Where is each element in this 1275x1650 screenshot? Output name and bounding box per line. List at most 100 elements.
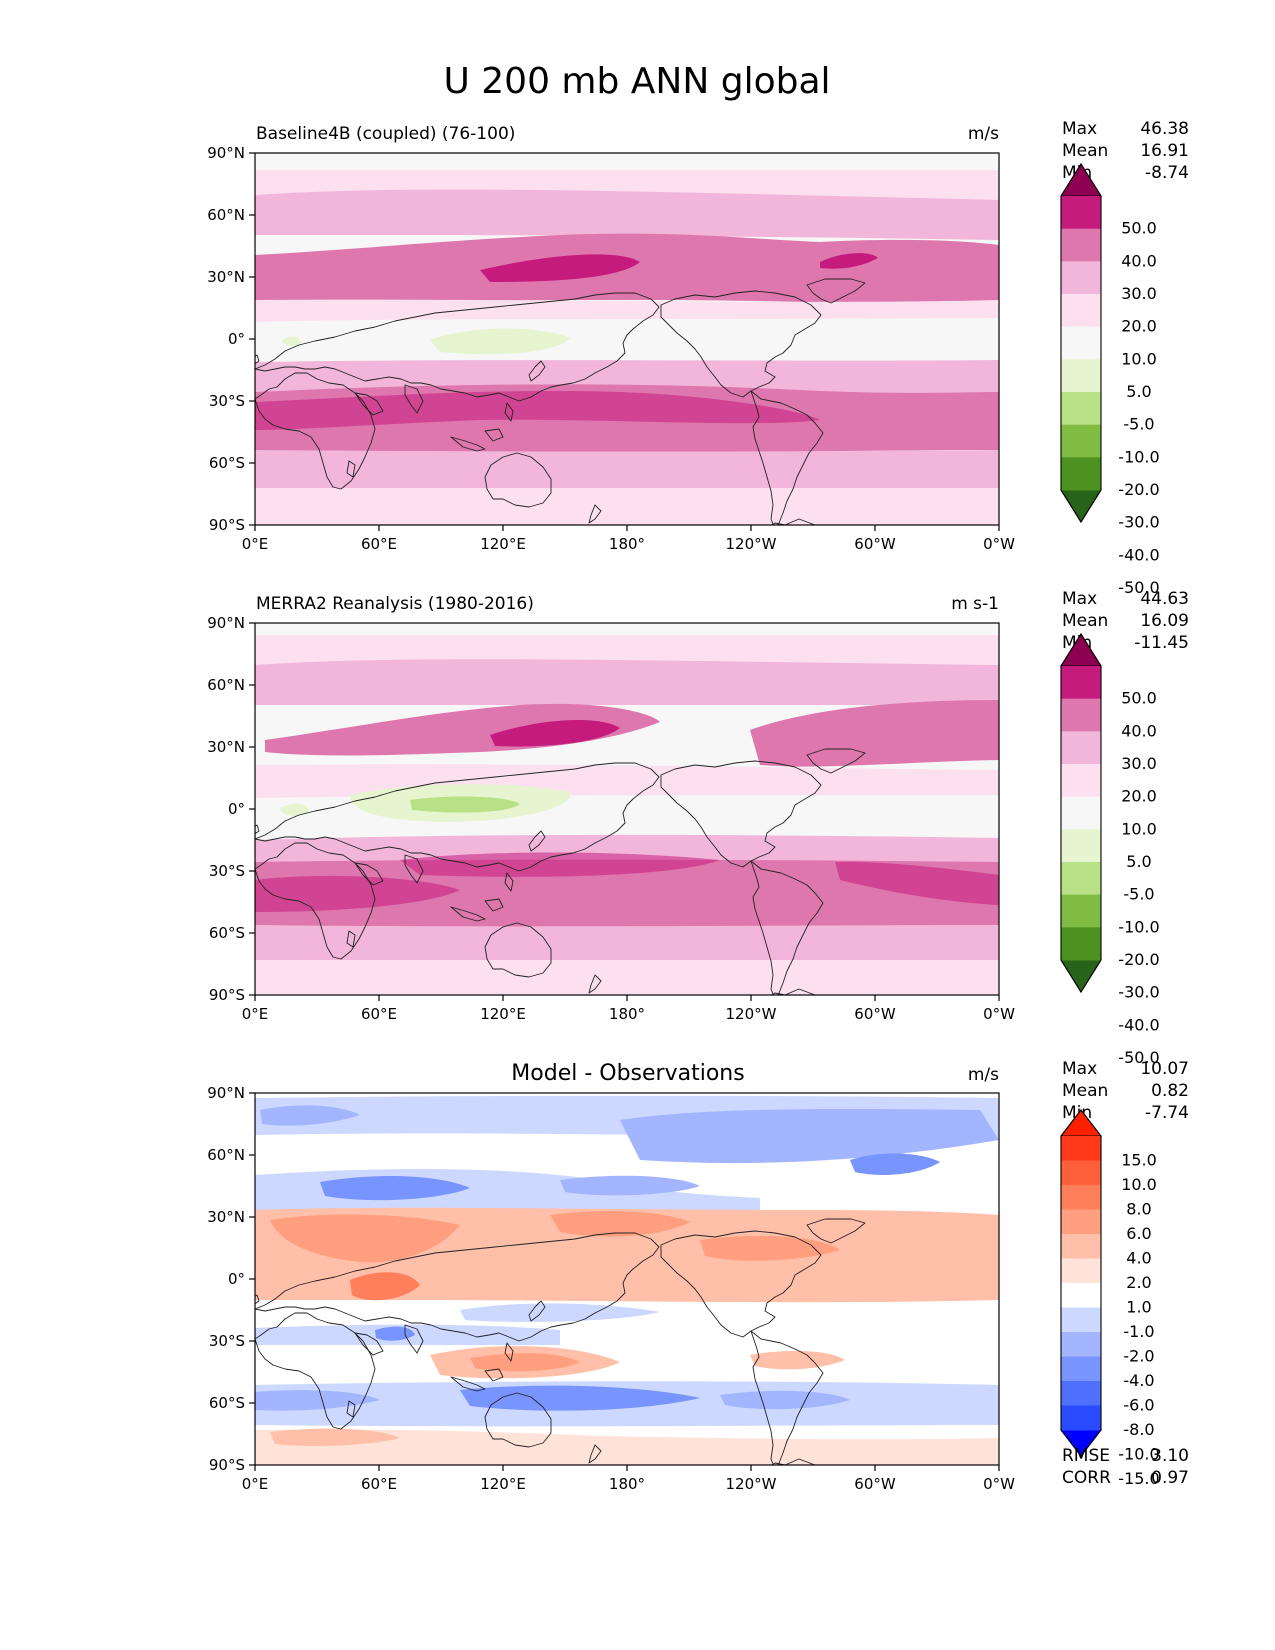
band-test-sh-polar xyxy=(255,488,999,525)
colorbar-swatch xyxy=(1061,894,1101,928)
colorbar-swatch xyxy=(1061,1332,1101,1357)
colorbar-swatch xyxy=(1061,424,1101,458)
colorbar-tick-label: 10.0 xyxy=(1121,349,1157,368)
stat-value-min: -8.74 xyxy=(1145,163,1189,183)
colorbar-ref: 50.0 40.0 30.0 20.0 10.0 5.0 -5.0 -10.0 -20.0 -30… xyxy=(1060,632,1160,1067)
stat-label-max: Max xyxy=(1062,1059,1097,1079)
panel-test: Baseline4B (coupled) (76-100) m/s Max xyxy=(254,119,1189,597)
colorbar-tick-label: -8.0 xyxy=(1123,1420,1154,1439)
colorbar-tick-label: -10.0 xyxy=(1118,917,1159,936)
panel-diff: Model - Observations m/s xyxy=(254,1059,1189,1488)
colorbar-diff: 15.0 10.0 8.0 6.0 4.0 2.0 1.0 -1.0 -2.0 -4.0 -6.0 -… xyxy=(1059,1109,1160,1488)
colorbar-tick-label: -30.0 xyxy=(1118,513,1159,532)
colorbar-tick-label: 5.0 xyxy=(1126,852,1151,871)
stat-label-max: Max xyxy=(1062,119,1097,139)
core-diff-nh-polar xyxy=(260,1105,360,1126)
band-ref-sh-polar xyxy=(255,960,999,995)
core-test-us-jet xyxy=(820,253,878,269)
colorbar-tick-label: 40.0 xyxy=(1121,251,1157,270)
map-test xyxy=(255,153,999,525)
colorbar-swatch xyxy=(1061,294,1101,328)
colorbar-tick-label: 50.0 xyxy=(1121,219,1157,238)
colorbar-tick-label: 30.0 xyxy=(1121,284,1157,303)
core-diff-sh-jet-blue xyxy=(255,1390,380,1411)
stat-value-max: 44.63 xyxy=(1140,589,1189,609)
colorbar-tick-label: -20.0 xyxy=(1118,950,1159,969)
lat-tick-label: 90°S xyxy=(209,986,245,1004)
stat-label-mean: Mean xyxy=(1062,611,1108,631)
colorbar-swatch xyxy=(1061,1405,1101,1431)
lat-tick-label: 30°S xyxy=(209,862,245,880)
colorbar-tick-label: 30.0 xyxy=(1121,754,1157,773)
colorbar-swatch xyxy=(1061,927,1101,961)
core-test-asian-jet xyxy=(480,254,640,282)
patch-diff-tropics-blue xyxy=(460,1303,660,1322)
core-diff-sh-polar-warm xyxy=(270,1428,400,1446)
band-test-sh-outer xyxy=(255,450,999,491)
colorbar-swatch xyxy=(1061,796,1101,830)
map-diff xyxy=(255,1093,999,1465)
lon-tick-label: 60°W xyxy=(854,1005,896,1023)
colorbar-tick-label: -1.0 xyxy=(1123,1322,1154,1341)
panel-diff-units: m/s xyxy=(968,1065,999,1085)
panel-diff-title: Model - Observations xyxy=(511,1061,744,1086)
colorbar-tick-label: 20.0 xyxy=(1121,787,1157,806)
patch-ref-easterlies-w xyxy=(280,803,309,816)
colorbar-tick-label: 50.0 xyxy=(1121,689,1157,708)
colorbar-swatch xyxy=(1061,1307,1101,1333)
core-diff-sh-jet-blue3 xyxy=(720,1390,850,1410)
stat-label-max: Max xyxy=(1062,589,1097,609)
colorbar-swatch xyxy=(1061,698,1101,732)
core-diff-sh-jet-blue2 xyxy=(460,1385,700,1411)
lon-tick-label: 180° xyxy=(609,1475,645,1493)
band-ref-nh-mid xyxy=(255,659,999,705)
lat-tick-label: 0° xyxy=(228,1270,245,1288)
colorbar-swatch xyxy=(1061,1185,1101,1210)
lat-tick-label: 60°N xyxy=(207,676,245,694)
lat-tick-label: 0° xyxy=(228,800,245,818)
lat-tick-label: 90°N xyxy=(207,1084,245,1102)
core-diff-sh-warm xyxy=(470,1353,580,1372)
map-ref xyxy=(255,623,999,995)
lat-tick-label: 90°S xyxy=(209,516,245,534)
stat-value-max: 10.07 xyxy=(1140,1059,1189,1079)
colorbar-tick-label: 10.0 xyxy=(1121,819,1157,838)
colorbar-tick-label: -20.0 xyxy=(1118,480,1159,499)
lon-tick-label: 0°W xyxy=(983,1005,1015,1023)
lat-tick-label: 30°N xyxy=(207,1208,245,1226)
lat-tick-label: 90°S xyxy=(209,1456,245,1474)
lon-tick-label: 120°E xyxy=(480,1005,526,1023)
band-diff-sh-polar-warm xyxy=(255,1429,999,1465)
colorbar-tick-label: -40.0 xyxy=(1118,545,1159,564)
patch-test-easterlies xyxy=(430,328,570,355)
stat-value-rmse: 3.10 xyxy=(1151,1446,1189,1466)
panel-test-title: Baseline4B (coupled) (76-100) xyxy=(256,124,515,144)
core-diff-tropics-c xyxy=(550,1210,690,1237)
lat-tick-label: 60°S xyxy=(209,924,245,942)
stat-value-max: 46.38 xyxy=(1140,119,1189,139)
lat-tick-label: 30°N xyxy=(207,738,245,756)
lat-tick-label: 60°N xyxy=(207,206,245,224)
lon-tick-label: 120°E xyxy=(480,535,526,553)
colorbar-tick-label: 1.0 xyxy=(1126,1298,1151,1317)
colorbar-swatch xyxy=(1061,1160,1101,1186)
lon-tick-label: 120°W xyxy=(726,1005,777,1023)
panel-ref-units: m s-1 xyxy=(951,594,999,614)
colorbar-swatch xyxy=(1061,359,1101,393)
band-ref-sh-outer xyxy=(255,925,999,962)
colorbar-test: 50.0 40.0 30.0 20.0 10.0 5.0 -5.0 -10.0 -20.0 -30… xyxy=(1060,162,1160,597)
colorbar-tick-label: 20.0 xyxy=(1121,317,1157,336)
panel-ref: MERRA2 Reanalysis (1980-2016) m s-1 Max … xyxy=(254,589,1189,1067)
colorbar-extension-min xyxy=(1060,959,1102,993)
colorbar-swatch xyxy=(1061,764,1101,798)
lon-tick-label: 60°W xyxy=(854,535,896,553)
colorbar-tick-label: -4.0 xyxy=(1123,1371,1154,1390)
lon-tick-label: 120°W xyxy=(726,535,777,553)
panel-ref-title: MERRA2 Reanalysis (1980-2016) xyxy=(256,594,534,614)
colorbar-outline xyxy=(1060,162,1102,524)
lon-tick-label: 0°E xyxy=(242,1005,269,1023)
colorbar-swatch xyxy=(1061,829,1101,863)
colorbar-swatch xyxy=(1061,666,1101,700)
colorbar-swatch xyxy=(1061,196,1101,230)
lon-tick-label: 180° xyxy=(609,535,645,553)
